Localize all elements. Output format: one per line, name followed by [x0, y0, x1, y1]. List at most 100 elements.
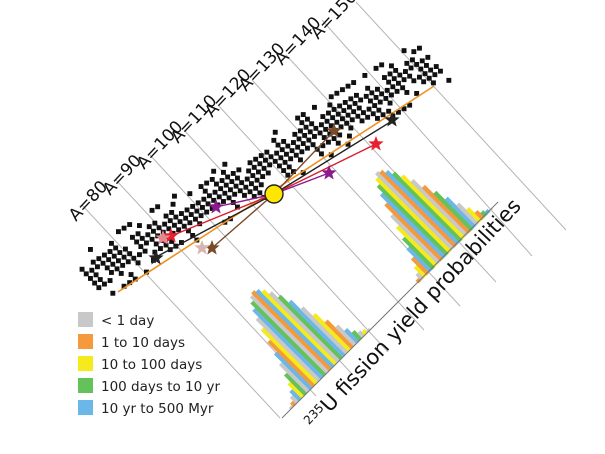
nuclide-cell [268, 154, 274, 160]
nuclide-cell [271, 137, 277, 143]
nuclide-cell [246, 168, 252, 174]
nuclide-cell [321, 135, 327, 140]
legend-swatch [78, 378, 93, 393]
nuclide-cell [251, 164, 257, 170]
nuclide-cell [198, 213, 204, 219]
mass-gridlines [81, 1, 567, 419]
nuclide-cell [127, 280, 133, 286]
nuclide-cell [267, 162, 273, 168]
histogram-bar [375, 176, 452, 254]
nuclide-cell [120, 262, 126, 268]
nuclide-cell [132, 276, 138, 282]
nuclide-cell [97, 277, 103, 282]
nuclide-cell [351, 109, 357, 115]
nuclide-cell [365, 85, 371, 91]
fragment-star [368, 136, 384, 151]
nuclide-cell [411, 78, 417, 84]
nuclide-cell [176, 227, 182, 233]
histogram-bar [277, 294, 344, 361]
nuclide-cell [386, 79, 392, 85]
nuclide-cell [173, 214, 179, 220]
histogram-bar [379, 169, 458, 248]
nuclide-cell [384, 87, 390, 93]
nuclide-cell [323, 126, 329, 132]
nuclide-cell [424, 63, 429, 68]
nuclide-cell [125, 259, 131, 265]
nuclide-cell [202, 188, 208, 194]
nuclide-cell [300, 170, 306, 176]
nuclide-cell [256, 169, 261, 175]
nuclide-cell [235, 204, 240, 210]
nuclide-cell [351, 80, 357, 85]
nuclide-cell [432, 72, 438, 78]
nuclide-cell [326, 139, 331, 145]
nuclide-cell [289, 148, 295, 154]
nuclide-cell [104, 265, 110, 271]
nuclide-cell [431, 80, 436, 86]
nuclide-cell [109, 270, 114, 275]
nuclide-cell [365, 114, 371, 120]
nuclide-cell [328, 152, 334, 158]
legend-swatch [78, 334, 93, 349]
nuclide-cell [201, 196, 207, 202]
nuclide-cell [211, 197, 217, 203]
nuclide-cell [216, 194, 222, 200]
nuclide-cell [284, 151, 289, 157]
histogram-bar [255, 316, 322, 383]
histogram-bar [267, 339, 316, 388]
nuclide-cell [96, 285, 102, 291]
nuclide-cell [162, 221, 168, 227]
nuclide-cell [282, 159, 288, 165]
nuclide-cell [426, 75, 432, 81]
nuclide-cell [310, 142, 316, 148]
nuclide-cell [382, 75, 387, 80]
nuclide-cell [102, 281, 107, 287]
nuclide-cell [204, 180, 210, 186]
histogram-bar [250, 300, 327, 377]
nuclide-cell [414, 62, 420, 67]
nuclide-cell [127, 222, 133, 227]
histogram-bar [413, 264, 428, 279]
nuclide-cell [342, 100, 348, 105]
nuclide-cell [237, 188, 243, 194]
nuclide-cell [137, 252, 142, 258]
nuclide-cell [253, 156, 259, 162]
nuclide-cell [383, 96, 389, 101]
nuclide-cell [335, 111, 341, 117]
histogram-axis [281, 201, 499, 419]
nuclide-cell [177, 219, 183, 225]
nuclide-cell [295, 144, 301, 150]
nuclide-cell [446, 77, 452, 83]
nuclide-cell [114, 266, 120, 272]
nuclide-cell [407, 102, 413, 108]
nuclide-cell [331, 136, 337, 141]
histogram-bar [290, 400, 297, 407]
nuclide-cell [225, 174, 231, 180]
nuclide-cell [334, 119, 340, 125]
nuclide-cell [309, 121, 315, 127]
nuclide-cell [88, 247, 93, 252]
mass-label: A=150 [307, 0, 361, 43]
histogram-bar [465, 206, 483, 224]
nuclide-cell [366, 106, 372, 112]
nuclide-cell [291, 169, 296, 174]
nuclide-cell [219, 178, 225, 183]
nuclide-cell [347, 104, 352, 110]
nuclide-cell [135, 231, 141, 237]
nuclide-cell [158, 246, 163, 251]
nuclide-cell [300, 112, 306, 117]
nuclide-cell [389, 63, 394, 69]
nuclide-cell [172, 193, 177, 199]
nuclide-cell [243, 184, 249, 190]
nuclide-cell [272, 158, 278, 164]
nuclide-cell [312, 104, 317, 110]
nuclide-cell [286, 164, 292, 170]
nuclide-cell [281, 168, 287, 173]
nuclide-cell [334, 90, 340, 96]
nuclide-cell [89, 267, 95, 273]
nuclide-cell [291, 140, 296, 145]
nuclide-cell [142, 248, 148, 254]
histogram-bar [410, 256, 430, 276]
nuclide-cell [135, 260, 141, 266]
histogram-bar [415, 277, 422, 284]
